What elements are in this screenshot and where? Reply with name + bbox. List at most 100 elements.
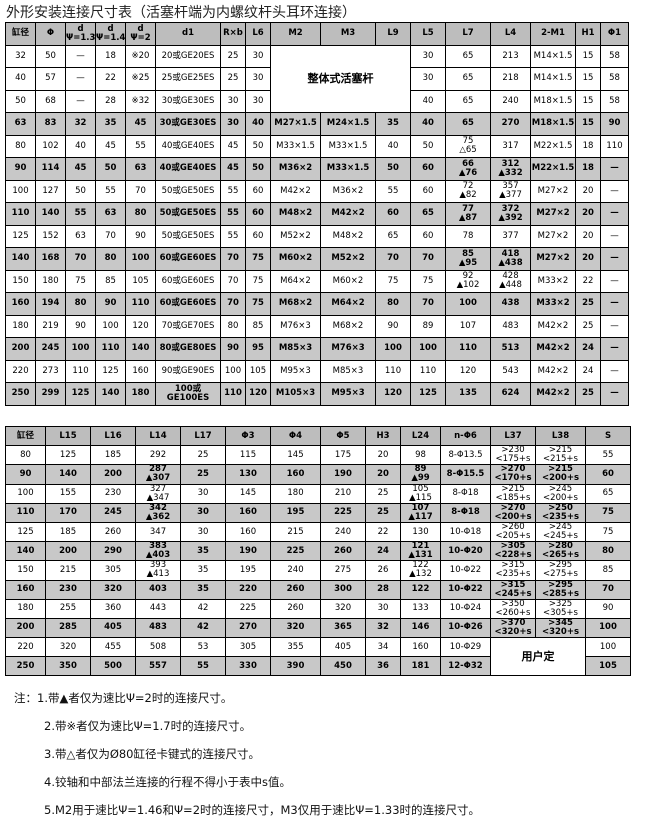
cell: 30: [220, 112, 246, 136]
cell: 342 ▲362: [135, 502, 181, 523]
cell: M22×1.5: [530, 157, 576, 181]
row: 32 50—18 ※20 20或GE20ES 25 30 整体式活塞杆 30 65 213 M14×…: [5, 44, 629, 113]
cell: 80: [125, 202, 156, 226]
cell: 75: [245, 247, 271, 271]
cell: 220: [5, 637, 46, 658]
cell: M95×3: [320, 382, 376, 406]
cell: 483: [135, 617, 181, 639]
cell: 418 ▲438: [490, 247, 531, 271]
cell: 57: [35, 67, 66, 91]
cell: 8-Φ18: [440, 483, 491, 504]
cell: 105: [245, 359, 271, 383]
header-cell: M3: [320, 22, 376, 46]
cell: 245: [90, 502, 136, 523]
cell: 10-Φ29: [440, 637, 491, 658]
row: 80 102 40 45 55 40或GE40ES 45 50 M33×1.5 M33×1.5 40…: [5, 134, 629, 158]
cell: 270: [225, 617, 271, 639]
cell: —: [600, 382, 629, 406]
cell: 292: [135, 445, 181, 466]
cell: 285: [45, 617, 91, 639]
cell: 100: [220, 359, 246, 383]
cell: —: [600, 179, 629, 203]
cell: 110: [95, 337, 126, 361]
cell: 30: [220, 89, 246, 113]
cell: —: [600, 247, 629, 271]
cell: 58: [600, 44, 629, 68]
cell: 438: [490, 292, 531, 316]
cell: 50: [245, 157, 271, 181]
cell: 107 ▲117: [400, 502, 441, 523]
row: 90 140 200 287 ▲307 25 130 160 190 20 89 ▲99 8-Φ15…: [5, 464, 631, 485]
cell: M36×2: [270, 157, 321, 181]
header-cell: M2: [270, 22, 321, 46]
cell: 114: [35, 157, 66, 181]
cell: M85×3: [270, 337, 321, 361]
cell: 175: [320, 445, 366, 466]
cell: M68×2: [270, 292, 321, 316]
cell: 218: [490, 67, 531, 91]
cell: 160: [5, 292, 36, 316]
cell: 210: [320, 483, 366, 504]
cell: 90: [585, 598, 631, 619]
cell: 513: [490, 337, 531, 361]
cell: >305 <228+s: [490, 541, 536, 562]
cell: 105 ▲115: [400, 483, 441, 504]
row: 220 273 110 125 160 90或GE90ES 100 105 M95×3 M85×3…: [5, 359, 629, 383]
cell: 121 ▲131: [400, 541, 441, 562]
cell: 28: [365, 579, 401, 600]
header-cell: Φ5: [320, 425, 366, 447]
cell: 70: [585, 579, 631, 600]
cell: 66 ▲76: [445, 157, 491, 181]
cell: 30: [365, 598, 401, 619]
cell: 240: [320, 521, 366, 543]
cell: 50: [5, 89, 36, 113]
cell: 213: [490, 44, 531, 68]
cell: 55: [220, 224, 246, 248]
row: 140 200 290 383 ▲403 35 190 225 260 24 121 ▲131 10…: [5, 541, 631, 562]
cell: 55: [375, 179, 411, 203]
header-cell: d1: [155, 22, 221, 46]
table-2: 缸径 L15 L16 L14 L17 Φ3 Φ4 Φ5 H3 L24 n-Φ6 L37 L38 S 80 12…: [5, 425, 631, 677]
cell: 18: [95, 44, 126, 68]
cell: 110: [5, 202, 36, 226]
cell: 25: [365, 483, 401, 504]
cell: M14×1.5: [530, 67, 576, 91]
cell: 20: [575, 224, 601, 248]
cell: 12-Φ32: [440, 656, 491, 677]
cell: 75: [375, 269, 411, 293]
cell: 160: [125, 359, 156, 383]
cell: 100: [5, 483, 46, 504]
cell: 110: [600, 134, 629, 158]
cell: 327 ▲347: [135, 483, 181, 504]
cell: 624: [490, 382, 531, 406]
cell: M76×3: [320, 337, 376, 361]
cell: ※32: [125, 89, 156, 113]
cell: 110: [445, 337, 491, 361]
cell: 80: [65, 292, 96, 316]
cell: 180: [125, 382, 156, 406]
cell: 30或GE30ES: [155, 112, 221, 136]
cell: 155: [45, 483, 91, 504]
cell: 75: [410, 269, 446, 293]
header-cell: L7: [445, 22, 491, 46]
cell: >295 <275+s: [535, 560, 586, 581]
cell: >250 <235+s: [535, 502, 586, 523]
cell: 10-Φ26: [440, 617, 491, 639]
cell: 225: [270, 541, 321, 562]
cell: 443: [135, 598, 181, 619]
cell: 122 ▲132: [400, 560, 441, 581]
cell: 60: [245, 224, 271, 248]
cell: 8-Φ15.5: [440, 464, 491, 485]
cell: 75: [245, 292, 271, 316]
cell: 100或GE100ES: [155, 382, 221, 406]
cell: 372 ▲392: [490, 202, 531, 226]
cell: 25: [575, 314, 601, 338]
cell: 100: [585, 637, 631, 658]
cell: 240: [490, 89, 531, 113]
cell: 65: [375, 224, 411, 248]
cell: >315 <245+s: [490, 579, 536, 600]
cell: 60: [410, 157, 446, 181]
cell: 125: [95, 359, 126, 383]
header-cell: H3: [365, 425, 401, 447]
